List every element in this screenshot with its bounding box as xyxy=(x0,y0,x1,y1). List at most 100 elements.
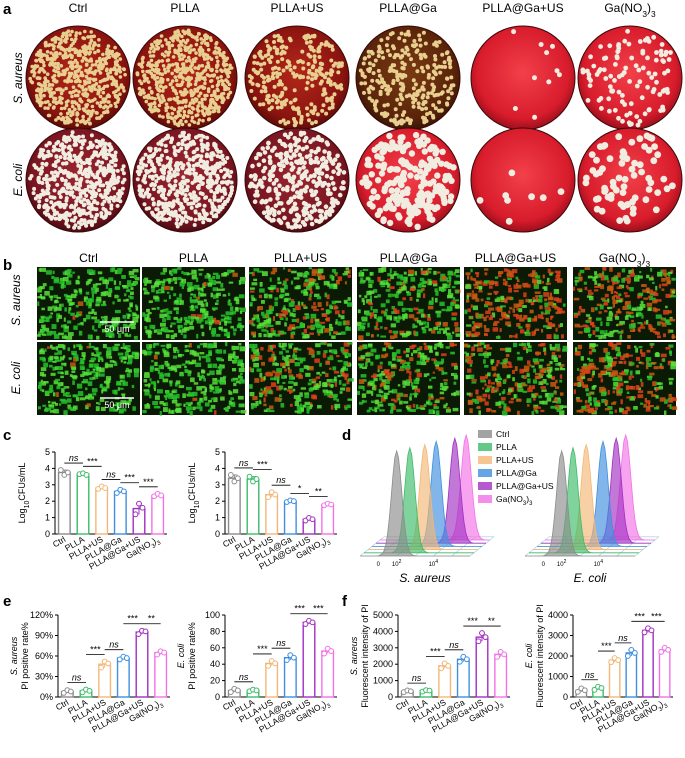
stained-cell xyxy=(490,314,493,319)
bacterial-colony xyxy=(434,43,439,48)
bacterial-colony xyxy=(624,112,630,118)
bacterial-colony xyxy=(437,40,442,44)
stained-cell xyxy=(93,311,97,315)
stained-cell xyxy=(518,326,523,329)
stained-cell xyxy=(423,293,426,299)
bacterial-colony xyxy=(157,96,161,100)
bacterial-colony xyxy=(292,153,297,158)
bacterial-colony xyxy=(148,54,153,58)
bacterial-colony xyxy=(180,139,185,143)
bacterial-colony xyxy=(588,54,593,60)
stained-cell xyxy=(465,272,471,276)
bacterial-colony xyxy=(40,165,45,170)
stained-cell xyxy=(208,275,211,278)
bacterial-colony xyxy=(57,148,61,153)
stained-cell xyxy=(655,285,658,291)
stained-cell xyxy=(42,329,45,334)
stained-cell xyxy=(648,323,652,328)
bacterial-colony xyxy=(153,40,157,44)
bacterial-colony xyxy=(78,120,83,124)
bacterial-colony xyxy=(310,77,314,82)
stained-cell xyxy=(400,282,406,286)
bacterial-colony xyxy=(419,65,424,70)
bacterial-colony xyxy=(184,59,189,63)
bacterial-colony xyxy=(143,174,147,178)
stained-cell xyxy=(297,301,301,306)
bacterial-colony xyxy=(141,55,145,60)
stained-cell xyxy=(545,282,551,285)
bacterial-colony xyxy=(431,103,436,108)
bacterial-colony xyxy=(426,75,431,80)
bacterial-colony xyxy=(434,172,441,179)
bacterial-colony xyxy=(146,187,150,192)
bacterial-colony xyxy=(601,142,609,149)
bacterial-colony xyxy=(199,37,203,41)
bacterial-colony xyxy=(407,172,414,179)
bacterial-colony xyxy=(59,45,63,50)
stained-cell xyxy=(435,322,440,326)
bacterial-colony xyxy=(329,72,334,77)
bacterial-colony xyxy=(72,153,77,158)
bacterial-colony xyxy=(664,86,670,92)
bacterial-colony xyxy=(193,194,198,199)
stained-cell xyxy=(539,295,543,299)
bacterial-colony xyxy=(302,206,308,211)
bacterial-colony xyxy=(331,203,336,208)
bacterial-colony xyxy=(411,62,416,67)
bacterial-colony xyxy=(398,72,403,77)
stained-cell xyxy=(76,311,79,316)
stained-cell xyxy=(617,308,621,313)
bacterial-colony xyxy=(146,80,151,84)
bacterial-colony xyxy=(226,95,230,100)
bacterial-colony xyxy=(113,62,118,67)
bacterial-colony xyxy=(50,56,54,61)
bacterial-colony xyxy=(446,96,451,101)
stained-cell xyxy=(526,329,530,334)
bacterial-colony xyxy=(64,103,69,108)
stained-cell xyxy=(663,309,669,315)
bacterial-colony xyxy=(154,179,159,184)
bacterial-colony xyxy=(249,75,254,80)
bacterial-colony xyxy=(288,131,294,136)
stained-cell xyxy=(196,319,202,324)
bacterial-colony xyxy=(292,201,298,207)
bacterial-colony xyxy=(323,204,329,209)
bacterial-colony xyxy=(31,191,36,196)
bacterial-colony xyxy=(406,52,411,57)
bacterial-colony xyxy=(373,58,378,63)
stained-cell xyxy=(394,309,400,314)
stained-cell xyxy=(262,271,268,276)
stained-cell xyxy=(283,305,286,309)
bacterial-colony xyxy=(73,70,78,74)
bacterial-colony xyxy=(176,29,180,33)
bacterial-colony xyxy=(389,193,397,201)
bacterial-colony xyxy=(327,212,333,217)
bacterial-colony xyxy=(216,88,220,93)
fluorescence-image-s-aureus-plla-ga xyxy=(357,267,461,341)
bacterial-colony xyxy=(620,93,625,98)
stained-cell xyxy=(48,315,53,319)
bacterial-colony xyxy=(153,77,157,81)
bacterial-colony xyxy=(438,160,445,167)
stained-cell xyxy=(507,324,512,327)
bacterial-colony xyxy=(330,161,336,166)
bacterial-colony xyxy=(71,47,75,52)
bacterial-colony xyxy=(212,194,217,199)
bacterial-colony xyxy=(319,209,325,214)
bacterial-colony xyxy=(184,41,188,45)
stained-cell xyxy=(455,289,459,294)
stained-cell xyxy=(67,299,73,302)
bacterial-colony xyxy=(74,181,79,186)
stained-cell xyxy=(204,310,209,316)
stained-cell xyxy=(270,271,276,275)
stained-cell xyxy=(646,319,649,325)
stained-cell xyxy=(292,308,296,312)
bacterial-colony xyxy=(292,136,298,141)
stained-cell xyxy=(308,297,312,301)
bacterial-colony xyxy=(424,202,431,209)
bacterial-colony xyxy=(209,68,213,72)
stained-cell xyxy=(629,287,634,292)
stained-cell xyxy=(121,331,124,334)
bacterial-colony xyxy=(113,45,117,50)
stained-cell xyxy=(277,277,280,281)
